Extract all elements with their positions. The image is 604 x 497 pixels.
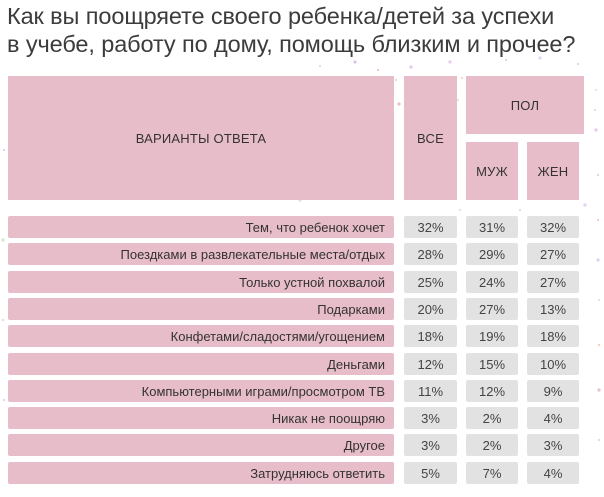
value-male: 12% (466, 380, 518, 402)
value-male: 29% (466, 243, 518, 265)
confetti-dot (2, 148, 6, 152)
confetti-dot (460, 76, 464, 80)
value-all: 28% (404, 243, 457, 265)
value-all: 12% (404, 353, 457, 375)
confetti-dot (596, 258, 600, 262)
value-female: 4% (527, 462, 579, 484)
value-female: 4% (527, 407, 579, 429)
confetti-dot (394, 78, 398, 82)
value-female: 3% (527, 434, 579, 456)
answer-label: Тем, что ребенок хочет (8, 216, 394, 238)
confetti-dot (597, 298, 601, 302)
value-female: 32% (527, 216, 579, 238)
value-female: 27% (527, 271, 579, 293)
value-male: 7% (466, 462, 518, 484)
confetti-dot (458, 208, 462, 212)
confetti-dot (597, 388, 601, 392)
confetti-dot (583, 203, 587, 207)
answer-label: Подарками (8, 298, 394, 320)
confetti-dot (576, 62, 580, 66)
title-line-2: в учебе, работу по дому, помощь близким … (7, 31, 576, 57)
value-male: 2% (466, 407, 518, 429)
confetti-dot (518, 208, 522, 212)
value-female: 13% (527, 298, 579, 320)
value-all: 32% (404, 216, 457, 238)
confetti-dot (2, 398, 6, 402)
value-female: 18% (527, 325, 579, 347)
confetti-dot (385, 50, 389, 54)
confetti-dot (538, 56, 542, 60)
value-female: 10% (527, 353, 579, 375)
page-title: Как вы поощряете своего ребенка/детей за… (7, 2, 604, 58)
header-all: ВСЕ (404, 76, 457, 200)
confetti-dot (418, 48, 422, 52)
header-gender: ПОЛ (466, 76, 584, 134)
value-all: 3% (404, 407, 457, 429)
header-male: МУЖ (466, 142, 518, 200)
confetti-dot (597, 343, 601, 347)
confetti-dot (353, 60, 357, 64)
value-all: 11% (404, 380, 457, 402)
value-all: 3% (404, 434, 457, 456)
confetti-dot (318, 64, 322, 68)
confetti-dot (448, 60, 452, 64)
confetti-dot (594, 128, 598, 132)
confetti-dot (409, 65, 413, 69)
value-male: 24% (466, 271, 518, 293)
value-male: 27% (466, 298, 518, 320)
title-line-1: Как вы поощряете своего ребенка/детей за… (7, 3, 555, 29)
value-female: 27% (527, 243, 579, 265)
answer-label: Только устной похвалой (8, 271, 394, 293)
value-all: 18% (404, 325, 457, 347)
confetti-dot (594, 88, 598, 92)
confetti-dot (346, 46, 350, 50)
confetti-dot (1, 318, 5, 322)
value-male: 2% (466, 434, 518, 456)
value-male: 19% (466, 325, 518, 347)
answer-label: Затрудняюсь ответить (8, 462, 394, 484)
value-all: 25% (404, 271, 457, 293)
confetti-dot (593, 108, 597, 112)
confetti-dot (596, 173, 600, 177)
answer-label: Поездками в развлекательные места/отдых (8, 243, 394, 265)
header-answers: ВАРИАНТЫ ОТВЕТА (8, 76, 394, 200)
confetti-dot (504, 58, 508, 62)
value-male: 31% (466, 216, 518, 238)
confetti-dot (596, 218, 600, 222)
value-female: 9% (527, 380, 579, 402)
value-all: 20% (404, 298, 457, 320)
confetti-dot (1, 238, 5, 242)
answer-label: Компьютерными играми/просмотром ТВ (8, 380, 394, 402)
confetti-dot (456, 98, 460, 102)
answer-label: Никак не поощряю (8, 407, 394, 429)
answer-label: Конфетами/сладостями/угощением (8, 325, 394, 347)
confetti-dot (376, 68, 380, 72)
answer-label: Другое (8, 434, 394, 456)
value-all: 5% (404, 462, 457, 484)
confetti-dot (597, 438, 601, 442)
answer-label: Деньгами (8, 353, 394, 375)
value-male: 15% (466, 353, 518, 375)
confetti-dot (397, 102, 401, 106)
header-female: ЖЕН (527, 142, 579, 200)
